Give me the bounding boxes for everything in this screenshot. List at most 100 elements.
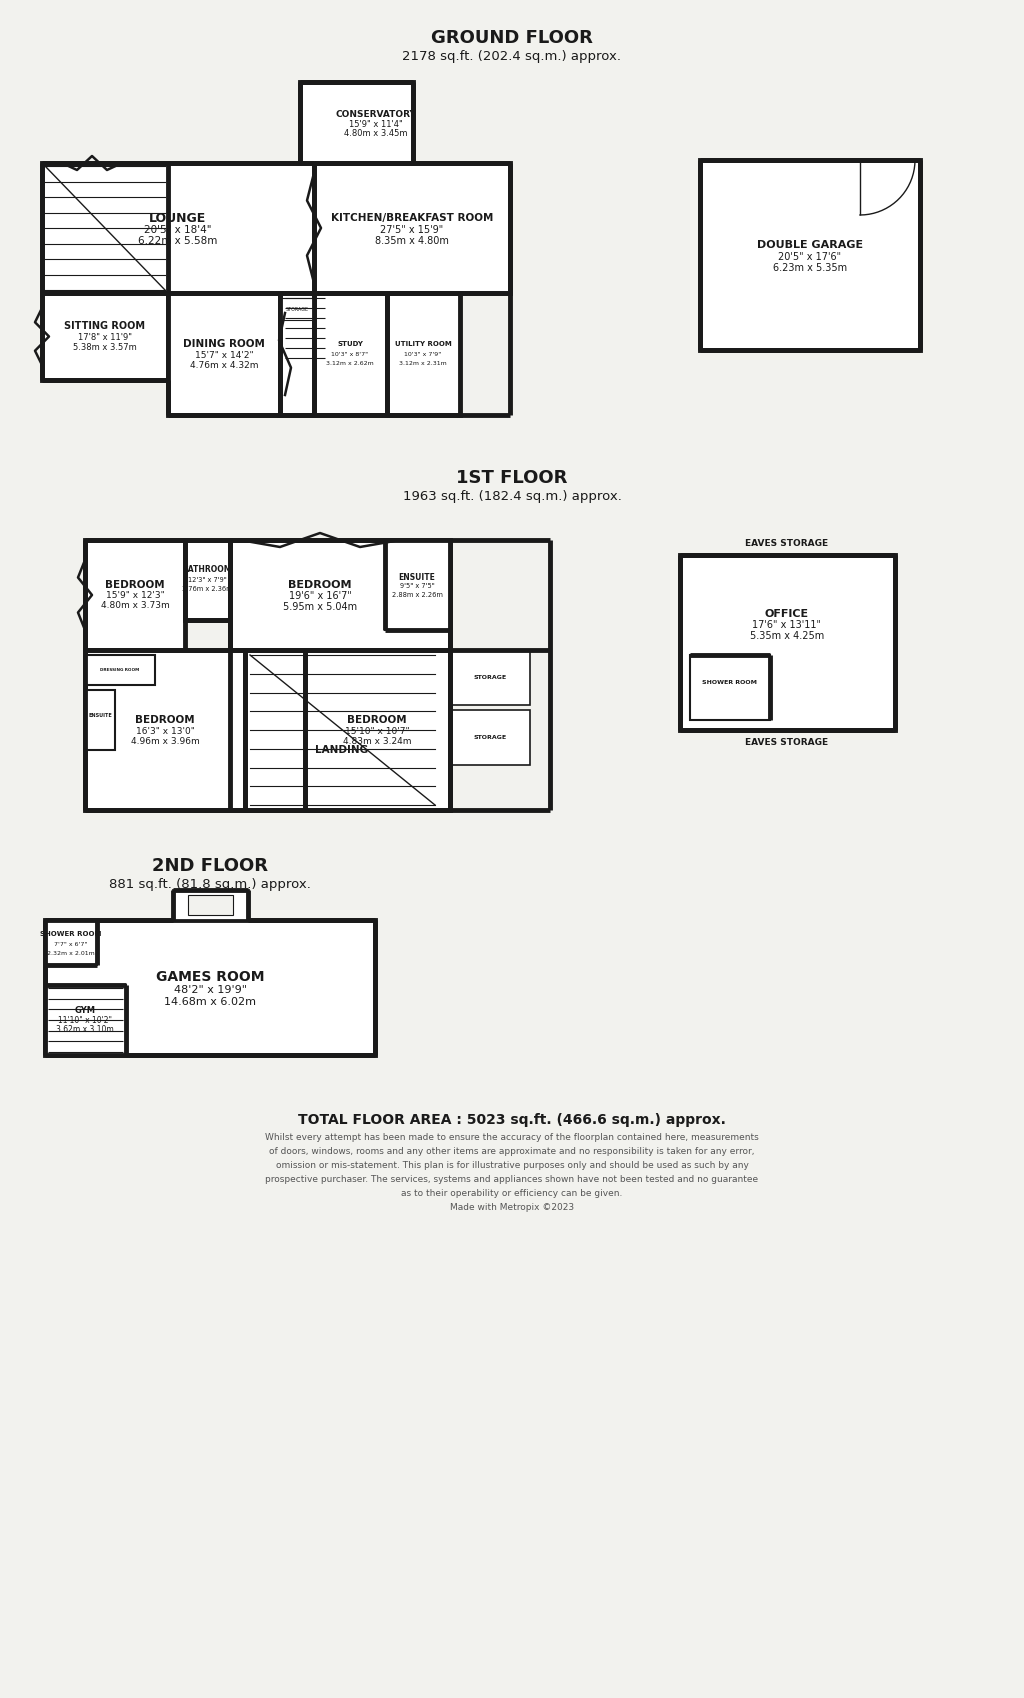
- Text: 4.96m x 3.96m: 4.96m x 3.96m: [131, 737, 200, 745]
- Text: STUDY: STUDY: [337, 341, 362, 346]
- Text: 9'5" x 7'5": 9'5" x 7'5": [399, 582, 434, 589]
- Text: 3.12m x 2.31m: 3.12m x 2.31m: [399, 360, 446, 365]
- Text: of doors, windows, rooms and any other items are approximate and no responsibili: of doors, windows, rooms and any other i…: [269, 1148, 755, 1156]
- Bar: [85, 650, 245, 810]
- Bar: [305, 650, 450, 810]
- Text: prospective purchaser. The services, systems and appliances shown have not been : prospective purchaser. The services, sys…: [265, 1175, 759, 1185]
- Text: 10'3" x 7'9": 10'3" x 7'9": [404, 351, 441, 357]
- Bar: [45, 920, 97, 964]
- Bar: [188, 895, 233, 915]
- Text: 4.76m x 4.32m: 4.76m x 4.32m: [189, 360, 258, 370]
- Text: SHOWER ROOM: SHOWER ROOM: [40, 931, 101, 937]
- Text: 1963 sq.ft. (182.4 sq.m.) approx.: 1963 sq.ft. (182.4 sq.m.) approx.: [402, 489, 622, 503]
- Bar: [230, 540, 450, 650]
- Text: 15'10" x 10'7": 15'10" x 10'7": [345, 727, 410, 735]
- Text: 4.80m x 3.73m: 4.80m x 3.73m: [100, 601, 169, 611]
- Text: GYM: GYM: [75, 1005, 95, 1014]
- Text: 5.95m x 5.04m: 5.95m x 5.04m: [283, 603, 357, 611]
- Text: BEDROOM: BEDROOM: [135, 715, 195, 725]
- Text: 1ST FLOOR: 1ST FLOOR: [457, 469, 567, 487]
- Text: DRESSING ROOM: DRESSING ROOM: [100, 667, 139, 672]
- Text: 3.12m x 2.62m: 3.12m x 2.62m: [326, 360, 374, 365]
- Text: 19'6" x 16'7": 19'6" x 16'7": [289, 591, 351, 601]
- Bar: [280, 299, 315, 319]
- Bar: [690, 655, 770, 720]
- Text: 15'9" x 12'3": 15'9" x 12'3": [105, 591, 165, 601]
- Text: 2ND FLOOR: 2ND FLOOR: [152, 857, 268, 874]
- Text: EAVES STORAGE: EAVES STORAGE: [745, 538, 828, 547]
- Text: 17'8" x 11'9": 17'8" x 11'9": [78, 333, 132, 341]
- Text: STORAGE: STORAGE: [473, 674, 507, 679]
- Bar: [700, 160, 920, 350]
- Text: GROUND FLOOR: GROUND FLOOR: [431, 29, 593, 48]
- Bar: [42, 294, 168, 380]
- Bar: [45, 985, 126, 1054]
- Bar: [450, 710, 530, 766]
- Text: LANDING: LANDING: [315, 745, 369, 756]
- Text: 2.32m x 2.01m: 2.32m x 2.01m: [47, 951, 95, 956]
- Text: 8.35m x 4.80m: 8.35m x 4.80m: [375, 236, 449, 246]
- Text: GAMES ROOM: GAMES ROOM: [156, 970, 264, 985]
- Text: 20'5" x 17'6": 20'5" x 17'6": [778, 251, 842, 261]
- Bar: [450, 650, 530, 705]
- Text: 14.68m x 6.02m: 14.68m x 6.02m: [164, 997, 256, 1007]
- Text: 5.35m x 4.25m: 5.35m x 4.25m: [750, 632, 824, 642]
- Text: TOTAL FLOOR AREA : 5023 sq.ft. (466.6 sq.m.) approx.: TOTAL FLOOR AREA : 5023 sq.ft. (466.6 sq…: [298, 1112, 726, 1127]
- Text: 3.62m x 3.10m: 3.62m x 3.10m: [56, 1026, 114, 1034]
- Text: SHOWER ROOM: SHOWER ROOM: [702, 679, 758, 684]
- Text: 20'5" x 18'4": 20'5" x 18'4": [144, 226, 212, 234]
- Text: 2178 sq.ft. (202.4 sq.m.) approx.: 2178 sq.ft. (202.4 sq.m.) approx.: [402, 49, 622, 63]
- Text: DOUBLE GARAGE: DOUBLE GARAGE: [757, 239, 863, 250]
- Text: 2.88m x 2.26m: 2.88m x 2.26m: [391, 593, 442, 598]
- Bar: [387, 294, 460, 414]
- Text: 16'3" x 13'0": 16'3" x 13'0": [135, 727, 195, 735]
- Text: Made with Metropix ©2023: Made with Metropix ©2023: [450, 1204, 574, 1212]
- Text: BEDROOM: BEDROOM: [105, 581, 165, 589]
- Text: 27'5" x 15'9": 27'5" x 15'9": [380, 226, 443, 234]
- Text: 7'7" x 6'7": 7'7" x 6'7": [54, 941, 88, 946]
- Bar: [300, 82, 413, 163]
- Bar: [85, 540, 185, 650]
- Text: ENSUITE: ENSUITE: [88, 713, 112, 718]
- Text: EAVES STORAGE: EAVES STORAGE: [745, 737, 828, 747]
- Text: DINING ROOM: DINING ROOM: [183, 340, 265, 350]
- Bar: [280, 294, 314, 414]
- Bar: [85, 655, 155, 684]
- Bar: [168, 294, 280, 414]
- Text: Whilst every attempt has been made to ensure the accuracy of the floorplan conta: Whilst every attempt has been made to en…: [265, 1134, 759, 1143]
- Text: SITTING ROOM: SITTING ROOM: [65, 321, 145, 331]
- Text: 10'3" x 8'7": 10'3" x 8'7": [332, 351, 369, 357]
- Text: omission or mis-statement. This plan is for illustrative purposes only and shoul: omission or mis-statement. This plan is …: [275, 1161, 749, 1170]
- Text: KITCHEN/BREAKFAST ROOM: KITCHEN/BREAKFAST ROOM: [331, 212, 494, 222]
- Text: 4.83m x 3.24m: 4.83m x 3.24m: [343, 737, 412, 745]
- Bar: [85, 689, 115, 751]
- Text: OFFICE: OFFICE: [765, 610, 809, 620]
- Text: ENSUITE: ENSUITE: [398, 572, 435, 581]
- Text: 11'10" x 10'2": 11'10" x 10'2": [58, 1015, 112, 1024]
- Bar: [680, 555, 895, 730]
- Bar: [45, 920, 375, 1054]
- Text: LOUNGE: LOUNGE: [150, 212, 207, 224]
- Text: BEDROOM: BEDROOM: [347, 715, 407, 725]
- Bar: [385, 540, 450, 630]
- Bar: [185, 540, 230, 620]
- Text: BEDROOM: BEDROOM: [288, 581, 352, 589]
- Text: 4.80m x 3.45m: 4.80m x 3.45m: [344, 129, 408, 138]
- Bar: [42, 163, 314, 294]
- Text: as to their operability or efficiency can be given.: as to their operability or efficiency ca…: [401, 1190, 623, 1199]
- Text: 48'2" x 19'9": 48'2" x 19'9": [173, 985, 247, 995]
- Text: 15'9" x 11'4": 15'9" x 11'4": [349, 119, 402, 129]
- Text: 3.76m x 2.36m: 3.76m x 2.36m: [181, 586, 232, 593]
- Text: 881 sq.ft. (81.8 sq.m.) approx.: 881 sq.ft. (81.8 sq.m.) approx.: [110, 878, 311, 890]
- Text: 15'7" x 14'2": 15'7" x 14'2": [195, 350, 253, 360]
- Text: STORAGE: STORAGE: [473, 735, 507, 740]
- Text: UTILITY ROOM: UTILITY ROOM: [394, 341, 452, 346]
- Bar: [245, 650, 440, 810]
- Text: 5.38m x 3.57m: 5.38m x 3.57m: [73, 343, 137, 351]
- Bar: [314, 294, 387, 414]
- Text: BATHROOM: BATHROOM: [182, 565, 231, 574]
- Bar: [314, 163, 510, 294]
- Bar: [173, 890, 248, 920]
- Text: 17'6" x 13'11": 17'6" x 13'11": [753, 620, 821, 630]
- Text: STORAGE: STORAGE: [286, 307, 309, 311]
